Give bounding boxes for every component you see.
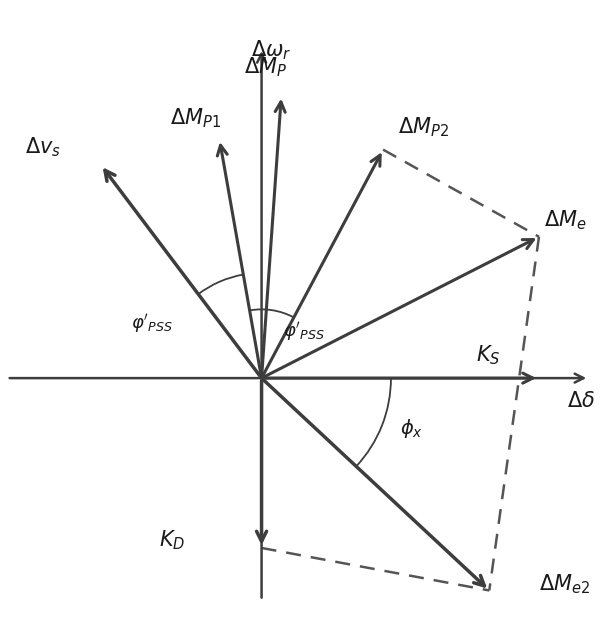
Text: $\Delta M_{P2}$: $\Delta M_{P2}$ bbox=[398, 116, 449, 140]
Text: $\Delta\omega_r$: $\Delta\omega_r$ bbox=[251, 39, 292, 62]
Text: $\varphi'_{PSS}$: $\varphi'_{PSS}$ bbox=[131, 312, 173, 334]
Text: $K_D$: $K_D$ bbox=[159, 528, 186, 552]
Text: $\Delta M_e$: $\Delta M_e$ bbox=[544, 208, 586, 232]
Text: $\Delta M_P$: $\Delta M_P$ bbox=[244, 55, 287, 78]
Text: $\Delta M_{e2}$: $\Delta M_{e2}$ bbox=[539, 572, 590, 596]
Text: $\Delta v_s$: $\Delta v_s$ bbox=[25, 136, 61, 159]
Text: $\Delta M_{P1}$: $\Delta M_{P1}$ bbox=[170, 106, 220, 129]
Text: $\varphi'_{PSS}$: $\varphi'_{PSS}$ bbox=[283, 320, 324, 343]
Text: $K_S$: $K_S$ bbox=[476, 343, 500, 367]
Text: $\Delta\delta$: $\Delta\delta$ bbox=[567, 391, 595, 411]
Text: $\phi_x$: $\phi_x$ bbox=[400, 417, 423, 440]
